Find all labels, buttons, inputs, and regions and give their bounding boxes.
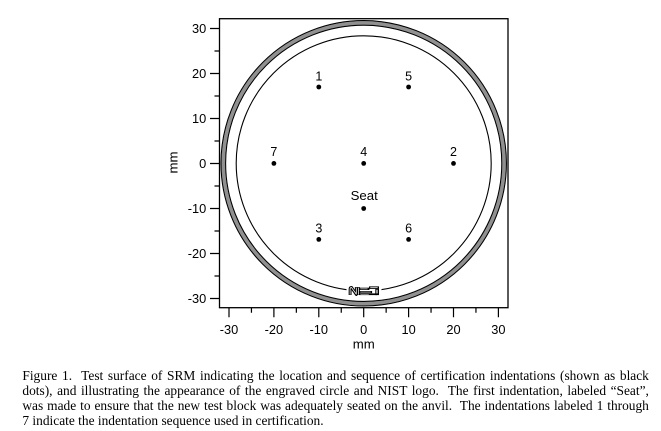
svg-text:mm: mm xyxy=(353,337,375,352)
svg-text:30: 30 xyxy=(491,322,505,337)
svg-text:-30: -30 xyxy=(188,291,207,306)
svg-text:-30: -30 xyxy=(220,322,239,337)
svg-text:mm: mm xyxy=(166,152,181,174)
svg-text:10: 10 xyxy=(401,322,415,337)
svg-text:0: 0 xyxy=(199,156,206,171)
svg-text:3: 3 xyxy=(315,221,322,235)
svg-text:30: 30 xyxy=(192,21,206,36)
svg-text:4: 4 xyxy=(360,145,367,159)
svg-text:10: 10 xyxy=(192,111,206,126)
svg-text:-10: -10 xyxy=(310,322,329,337)
svg-text:6: 6 xyxy=(405,221,412,235)
svg-text:20: 20 xyxy=(446,322,460,337)
svg-text:7: 7 xyxy=(270,145,277,159)
svg-text:Seat: Seat xyxy=(351,188,378,203)
svg-text:1: 1 xyxy=(315,70,322,84)
svg-text:2: 2 xyxy=(450,145,457,159)
svg-text:20: 20 xyxy=(192,66,206,81)
svg-text:-10: -10 xyxy=(188,201,207,216)
svg-text:-20: -20 xyxy=(188,246,207,261)
svg-text:0: 0 xyxy=(360,322,367,337)
svg-text:5: 5 xyxy=(405,70,412,84)
svg-text:-20: -20 xyxy=(265,322,284,337)
